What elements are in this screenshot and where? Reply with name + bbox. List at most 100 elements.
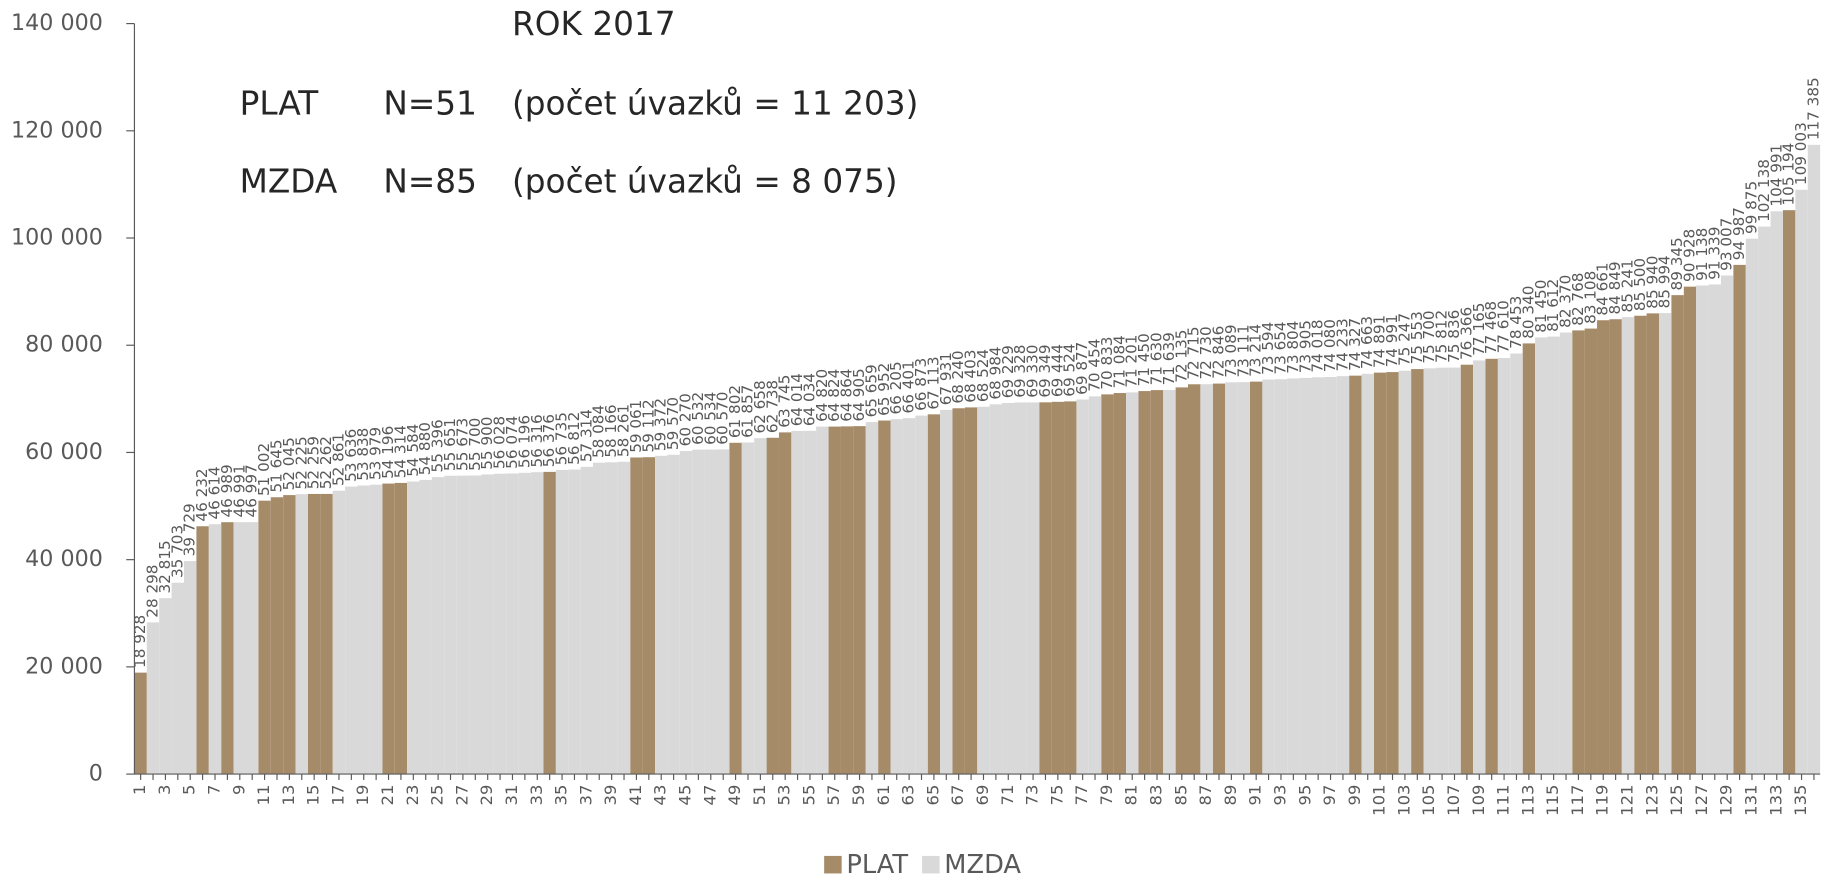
value-label: 73 905 xyxy=(1296,320,1314,373)
bar xyxy=(1088,396,1102,775)
x-tick-label: 111 xyxy=(1494,785,1513,816)
bar xyxy=(295,494,308,775)
bar xyxy=(1163,390,1176,775)
legend-swatch xyxy=(824,855,842,874)
value-label: 58 261 xyxy=(615,404,633,457)
value-label: 71 639 xyxy=(1160,332,1178,385)
value-label: 81 612 xyxy=(1544,279,1562,332)
bar xyxy=(1237,382,1250,775)
value-label: 69 328 xyxy=(1011,345,1029,398)
value-label: 58 084 xyxy=(590,405,608,458)
bar xyxy=(766,437,779,775)
x-tick-label: 25 xyxy=(428,785,447,806)
value-label: 63 745 xyxy=(776,375,794,428)
annotation: N=51 xyxy=(383,84,477,122)
bar xyxy=(1398,370,1412,775)
bar xyxy=(1547,336,1560,775)
x-tick-label: 47 xyxy=(700,785,719,806)
bar xyxy=(1745,238,1759,775)
x-tick-label: 81 xyxy=(1122,785,1141,806)
bar xyxy=(1002,402,1015,775)
bar xyxy=(1039,402,1052,775)
value-label: 117 385 xyxy=(1804,77,1822,140)
value-label: 73 111 xyxy=(1234,324,1252,377)
bar xyxy=(1411,369,1424,775)
bar xyxy=(419,479,432,775)
x-tick-label: 21 xyxy=(378,785,397,806)
value-label: 69 229 xyxy=(999,345,1017,398)
bar xyxy=(1807,144,1821,775)
bar xyxy=(307,493,321,775)
value-label: 81 450 xyxy=(1532,280,1550,333)
value-label: 39 729 xyxy=(181,503,199,556)
chart-title: ROK 2017 xyxy=(512,5,676,43)
bar xyxy=(171,582,185,775)
value-label: 59 061 xyxy=(627,400,645,453)
bar xyxy=(518,472,532,775)
x-tick-label: 135 xyxy=(1791,785,1810,816)
bar xyxy=(716,449,730,775)
value-label: 55 673 xyxy=(453,418,471,471)
x-tick-label: 39 xyxy=(601,785,620,806)
bar xyxy=(320,493,333,775)
bar xyxy=(1361,373,1374,775)
bar xyxy=(667,454,680,775)
value-label: 109 003 xyxy=(1792,122,1810,185)
value-label: 66 401 xyxy=(900,360,918,413)
bar xyxy=(1535,337,1548,775)
x-tick-label: 125 xyxy=(1667,785,1686,816)
value-label: 28 298 xyxy=(144,565,162,618)
bar xyxy=(1708,284,1721,775)
value-label: 72 135 xyxy=(1172,330,1190,383)
bar xyxy=(369,484,383,775)
value-label: 60 270 xyxy=(677,393,695,446)
x-tick-label: 29 xyxy=(477,785,496,806)
bar xyxy=(469,475,482,775)
value-label: 64 820 xyxy=(813,369,831,422)
value-label: 52 259 xyxy=(305,436,323,489)
value-label: 54 584 xyxy=(404,424,422,477)
value-label: 75 836 xyxy=(1445,310,1463,363)
x-tick-label: 57 xyxy=(824,785,843,806)
x-tick-label: 31 xyxy=(502,785,521,806)
value-label: 55 900 xyxy=(478,417,496,470)
bar xyxy=(1597,320,1610,775)
bar xyxy=(1559,332,1573,775)
bar xyxy=(357,485,370,775)
value-label: 64 034 xyxy=(800,373,818,426)
value-label: 75 553 xyxy=(1408,311,1426,364)
value-label: 53 838 xyxy=(354,428,372,481)
bar xyxy=(741,442,755,775)
value-label: 60 532 xyxy=(689,392,707,445)
value-label: 18 928 xyxy=(131,615,149,668)
value-label: 52 045 xyxy=(280,437,298,490)
value-label: 74 991 xyxy=(1383,314,1401,367)
value-label: 94 987 xyxy=(1730,207,1748,260)
value-label: 56 316 xyxy=(528,414,546,467)
bar xyxy=(1423,368,1436,775)
x-tick-label: 109 xyxy=(1469,785,1488,816)
bar xyxy=(555,469,569,775)
x-tick-label: 3 xyxy=(155,785,174,795)
value-label: 69 330 xyxy=(1024,345,1042,398)
y-tick-label: 40 000 xyxy=(25,546,103,572)
bar xyxy=(1299,377,1312,775)
value-label: 82 370 xyxy=(1557,275,1575,328)
bar xyxy=(543,471,556,775)
value-label: 73 804 xyxy=(1284,321,1302,374)
bar xyxy=(1212,383,1226,775)
value-label: 104 991 xyxy=(1767,144,1785,207)
x-tick-label: 129 xyxy=(1717,785,1736,816)
value-label: 89 345 xyxy=(1668,237,1686,290)
bar xyxy=(630,457,643,775)
value-label: 59 570 xyxy=(664,397,682,450)
bar xyxy=(382,483,395,775)
value-label: 32 815 xyxy=(156,540,174,593)
bar xyxy=(655,455,668,775)
bar xyxy=(1758,226,1771,775)
bar xyxy=(196,526,209,775)
bar xyxy=(456,475,470,775)
value-label: 59 372 xyxy=(652,398,670,451)
value-label: 74 663 xyxy=(1358,316,1376,369)
